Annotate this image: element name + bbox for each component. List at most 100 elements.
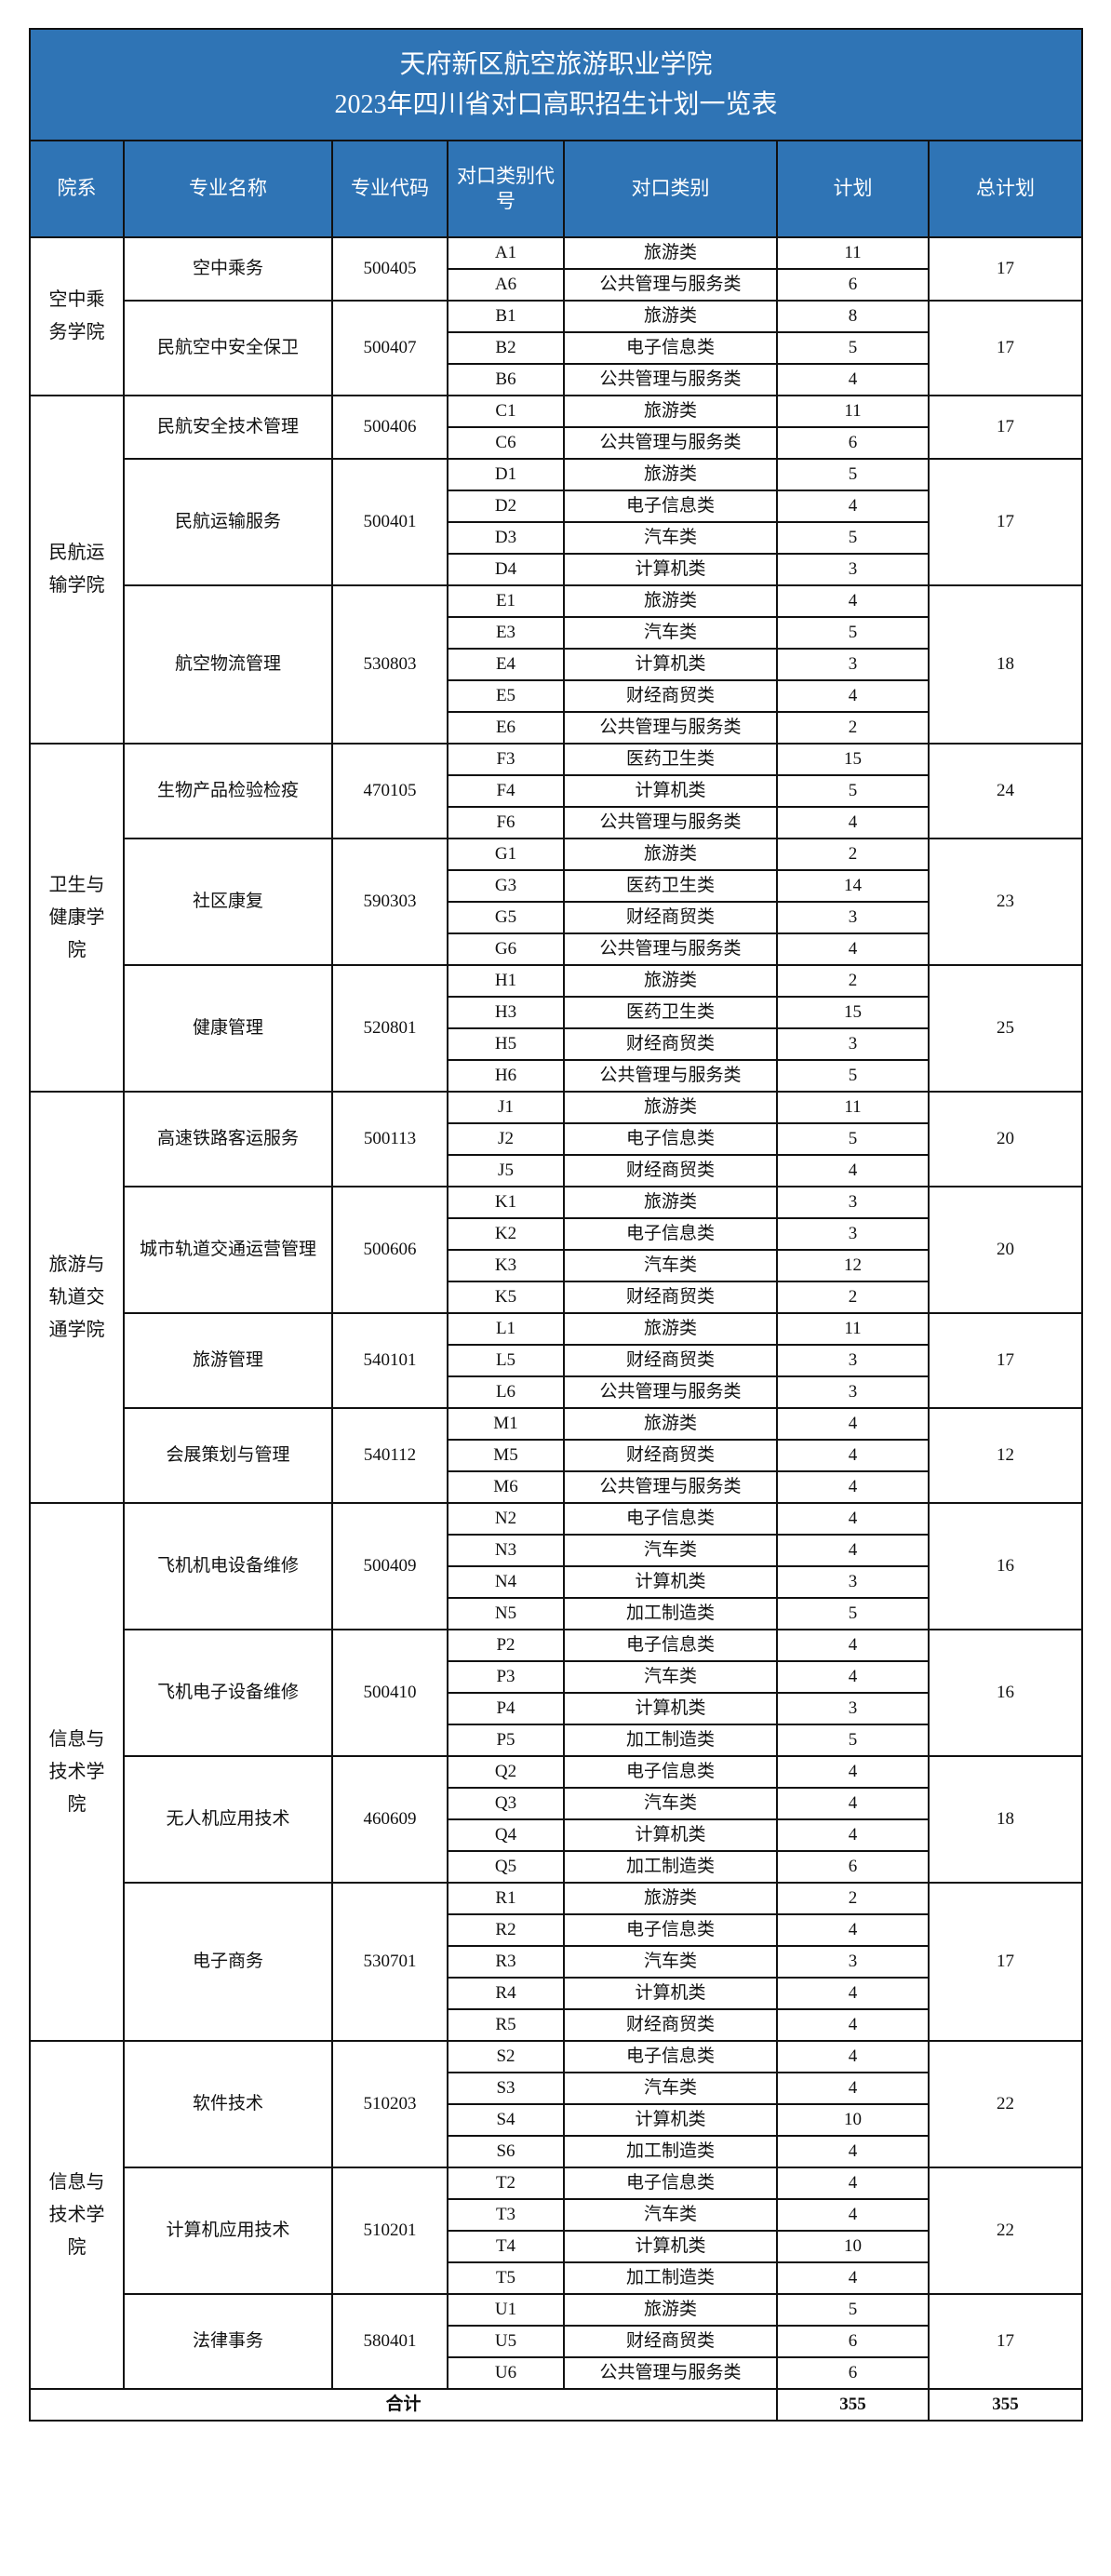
table-row: K3 汽车类 12 (30, 1249, 1082, 1282)
category-code: E6 (447, 711, 565, 745)
category-code: G1 (447, 838, 565, 871)
plan-count: 4 (776, 2008, 930, 2042)
category-name: 电子信息类 (563, 1122, 778, 1156)
category-name: 汽车类 (563, 1787, 778, 1820)
table-row: 社区康复 590303 G1 旅游类 2 23 (30, 838, 1084, 966)
title-line-1: 天府新区航空旅游职业学院 (399, 49, 713, 79)
category-name: 电子信息类 (563, 1217, 778, 1251)
plan-count: 4 (776, 1913, 930, 1947)
category-code: S6 (447, 2135, 565, 2168)
category-name: 计算机类 (563, 1818, 778, 1852)
table-row: E5 财经商贸类 4 (30, 679, 1082, 713)
table-row: Q4 计算机类 4 (30, 1818, 1082, 1852)
category-name: 加工制造类 (563, 2261, 778, 2295)
table-row: P5 加工制造类 5 (30, 1724, 1082, 1757)
category-code: K1 (447, 1186, 565, 1219)
plan-count: 3 (776, 1027, 930, 1061)
category-name: 财经商贸类 (563, 2325, 778, 2358)
plan-count: 2 (776, 1281, 930, 1314)
major-name: 法律事务 (123, 2293, 333, 2390)
major-code: 540101 (331, 1312, 448, 1409)
category-code: R2 (447, 1913, 565, 1947)
plan-count: 3 (776, 553, 930, 586)
department-name: 卫生与健康学院 (29, 743, 125, 1093)
plan-count: 4 (776, 1154, 930, 1187)
total-label: 合计 (29, 2388, 778, 2422)
major-name: 飞机电子设备维修 (123, 1629, 333, 1757)
category-code: U6 (447, 2356, 565, 2390)
category-code: K5 (447, 1281, 565, 1314)
table-row: 空中乘务学院 空中乘务 500405 A1 旅游类 11 17 (29, 236, 1084, 396)
category-code: C6 (447, 426, 565, 460)
table-row: S3 汽车类 4 (30, 2072, 1082, 2105)
major-total-plan: 17 (927, 236, 1084, 302)
major-name: 航空物流管理 (123, 584, 333, 745)
table-row: 卫生与健康学院 生物产品检验检疫 470105 F3 医药卫生类 15 24 (29, 743, 1084, 1093)
major-code: 500407 (331, 300, 448, 396)
table-row: S6 加工制造类 4 (30, 2135, 1082, 2168)
table-row: 健康管理 520801 H1 旅游类 2 25 (30, 964, 1084, 1093)
category-code: R4 (447, 1977, 565, 2010)
table-row: J5 财经商贸类 4 (30, 1154, 1082, 1187)
category-code: E4 (447, 648, 565, 681)
major-total-plan: 20 (927, 1186, 1084, 1314)
table-row: L6 公共管理与服务类 3 (30, 1375, 1082, 1409)
table-row: R2 电子信息类 4 (30, 1913, 1082, 1947)
plan-count: 3 (776, 1692, 930, 1725)
category-code: R1 (447, 1882, 565, 1915)
major-total-plan: 18 (927, 1755, 1084, 1884)
plan-count: 2 (776, 964, 930, 998)
category-code: S3 (447, 2072, 565, 2105)
major-total-plan: 12 (927, 1407, 1084, 1504)
table-row: D4 计算机类 3 (30, 553, 1082, 586)
plan-count: 5 (776, 1597, 930, 1630)
grand-total: 355 (927, 2388, 1084, 2422)
category-code: B6 (447, 363, 565, 396)
plan-count: 6 (776, 426, 930, 460)
category-name: 计算机类 (563, 648, 778, 681)
category-code: F6 (447, 806, 565, 839)
category-name: 加工制造类 (563, 1850, 778, 1884)
plan-count: 5 (776, 458, 930, 491)
table-row: U6 公共管理与服务类 6 (30, 2356, 1082, 2390)
plan-count: 4 (776, 1818, 930, 1852)
plan-count: 2 (776, 1882, 930, 1915)
table-row: H5 财经商贸类 3 (30, 1027, 1082, 1061)
category-name: 财经商贸类 (563, 1281, 778, 1314)
major-name: 软件技术 (123, 2040, 333, 2168)
table-row: 无人机应用技术 460609 Q2 电子信息类 4 18 (30, 1755, 1084, 1884)
category-code: T4 (447, 2230, 565, 2263)
category-name: 电子信息类 (563, 331, 778, 365)
col-header-category: 对口类别 (563, 140, 778, 238)
category-name: 电子信息类 (563, 2040, 778, 2073)
plan-count: 5 (776, 331, 930, 365)
plan-count: 11 (776, 395, 930, 428)
plan-count: 15 (776, 743, 930, 776)
major-name: 民航安全技术管理 (123, 395, 333, 460)
category-name: 旅游类 (563, 1186, 778, 1219)
col-header-department: 院系 (29, 140, 125, 238)
category-code: J5 (447, 1154, 565, 1187)
major-name: 计算机应用技术 (123, 2167, 333, 2295)
category-code: N3 (447, 1534, 565, 1567)
plan-count: 4 (776, 2261, 930, 2295)
table-row: R3 汽车类 3 (30, 1945, 1082, 1979)
category-name: 医药卫生类 (563, 743, 778, 776)
major-name: 健康管理 (123, 964, 333, 1093)
major-code: 520801 (331, 964, 448, 1093)
plan-count: 4 (776, 1977, 930, 2010)
table-row: 民航空中安全保卫 500407 B1 旅游类 8 17 (30, 300, 1084, 396)
plan-count: 3 (776, 1945, 930, 1979)
category-code: B2 (447, 331, 565, 365)
department-name: 空中乘务学院 (29, 236, 125, 396)
category-code: K3 (447, 1249, 565, 1282)
category-name: 计算机类 (563, 2230, 778, 2263)
plan-count: 4 (776, 1470, 930, 1504)
major-total-plan: 22 (927, 2040, 1084, 2168)
major-total-plan: 17 (927, 395, 1084, 460)
category-code: H3 (447, 996, 565, 1029)
table-row: 城市轨道交通运营管理 500606 K1 旅游类 3 20 (30, 1186, 1084, 1314)
plan-count: 3 (776, 1344, 930, 1377)
category-code: F4 (447, 774, 565, 808)
category-code: M1 (447, 1407, 565, 1441)
